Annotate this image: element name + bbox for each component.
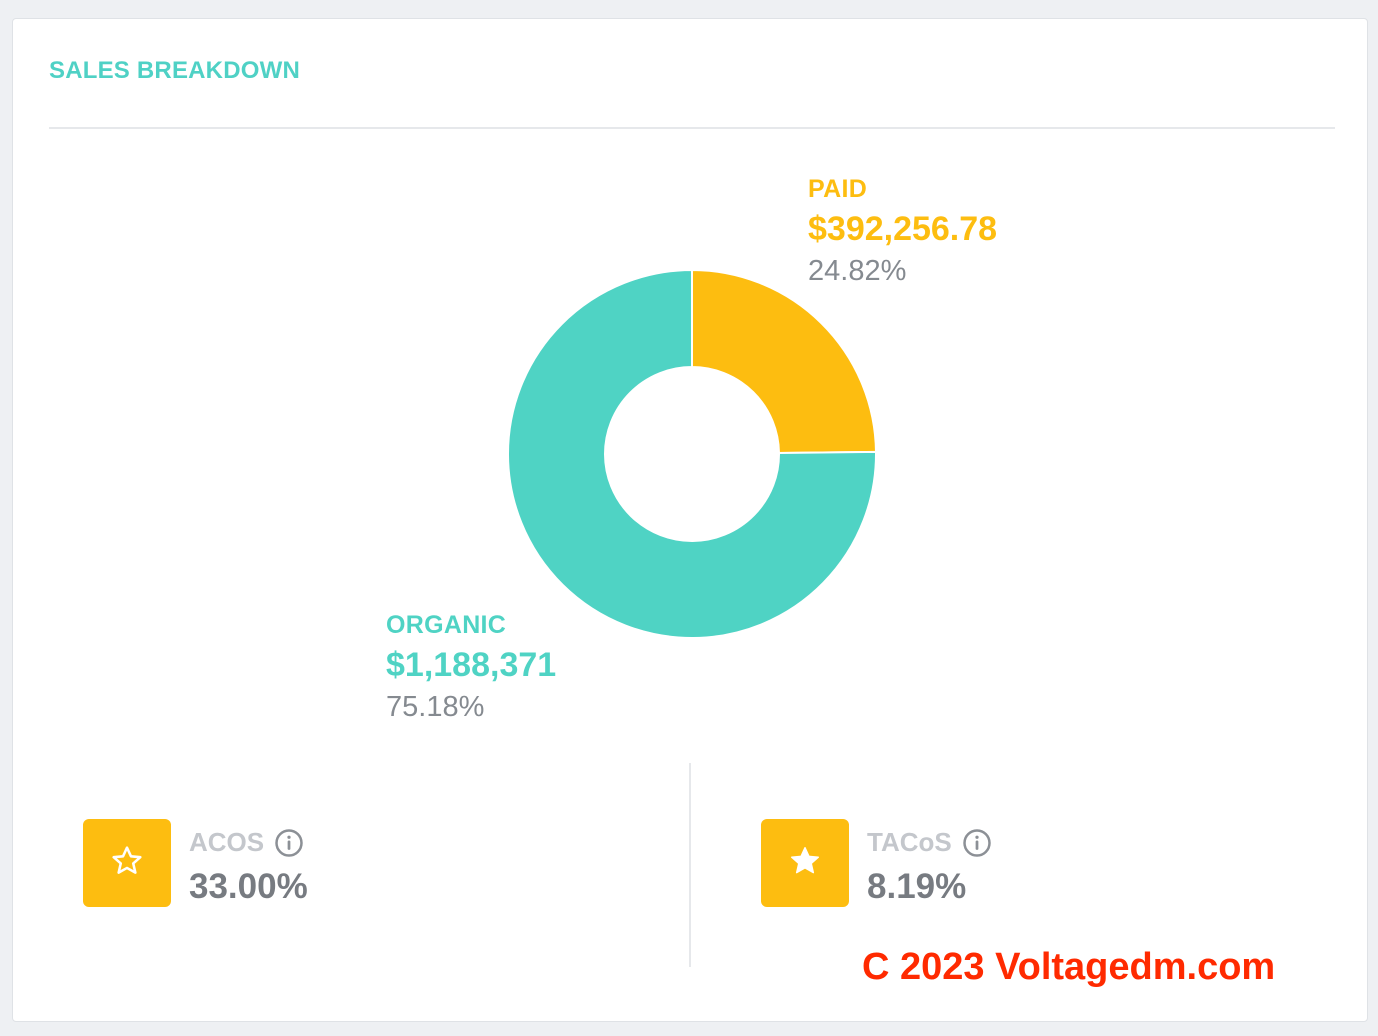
organic-label-group: ORGANIC $1,188,371 75.18% xyxy=(386,611,556,724)
info-icon[interactable] xyxy=(962,828,992,858)
tacos-icon-box xyxy=(761,819,849,907)
tacos-value: 8.19% xyxy=(867,867,967,906)
donut-slice-paid[interactable] xyxy=(691,269,877,455)
acos-label: ACOS xyxy=(189,827,265,857)
metrics-divider xyxy=(689,763,691,967)
paid-amount: $392,256.78 xyxy=(808,209,998,248)
organic-percentage: 75.18% xyxy=(386,690,485,723)
watermark: C 2023 Voltagedm.com xyxy=(862,946,1276,988)
star-filled-icon xyxy=(788,844,822,883)
info-icon[interactable] xyxy=(274,828,304,858)
sales-breakdown-card: SALES BREAKDOWN PAID $392,256.78 24.82% … xyxy=(12,18,1368,1022)
donut-slice-organic[interactable] xyxy=(507,269,877,639)
star-outline-icon xyxy=(110,844,144,883)
acos-label-row: ACOS xyxy=(189,827,304,858)
organic-amount: $1,188,371 xyxy=(386,645,557,684)
card-title: SALES BREAKDOWN xyxy=(49,57,301,84)
tacos-label: TACoS xyxy=(867,827,952,857)
acos-value: 33.00% xyxy=(189,867,308,906)
tacos-label-row: TACoS xyxy=(867,827,992,858)
organic-name: ORGANIC xyxy=(386,611,507,639)
paid-percentage: 24.82% xyxy=(808,254,907,287)
paid-name: PAID xyxy=(808,175,868,203)
title-divider xyxy=(49,127,1335,129)
donut-chart xyxy=(507,269,877,639)
paid-label-group: PAID $392,256.78 24.82% xyxy=(808,175,997,288)
acos-icon-box xyxy=(83,819,171,907)
